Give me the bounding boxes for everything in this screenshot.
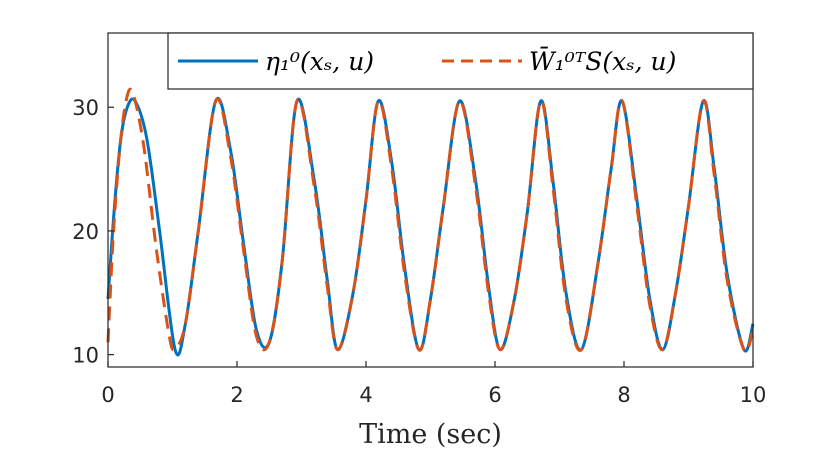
series-line-2 <box>106 87 755 353</box>
ticks-layer: 0 2 4 6 8 10 10 20 30 <box>72 96 766 407</box>
x-tick-label: 0 <box>101 383 114 407</box>
series-layer <box>106 87 755 357</box>
x-axis-title: Time (sec) <box>359 419 502 450</box>
legend-box <box>167 32 754 90</box>
legend: η₁⁰(xₛ, u) W̄₁⁰ᵀS(xₛ, u) <box>167 32 754 90</box>
x-tick-label: 4 <box>359 383 372 407</box>
y-tick-label: 10 <box>72 344 99 368</box>
x-tick-label: 10 <box>740 383 767 407</box>
x-tick-label: 8 <box>617 383 630 407</box>
y-tick-label: 20 <box>72 220 99 244</box>
x-tick-label: 6 <box>488 383 501 407</box>
x-tick-label: 2 <box>230 383 243 407</box>
legend-label-series-1: η₁⁰(xₛ, u) <box>265 47 374 76</box>
y-tick-label: 30 <box>72 96 99 120</box>
legend-label-series-2: W̄₁⁰ᵀS(xₛ, u) <box>529 47 676 76</box>
